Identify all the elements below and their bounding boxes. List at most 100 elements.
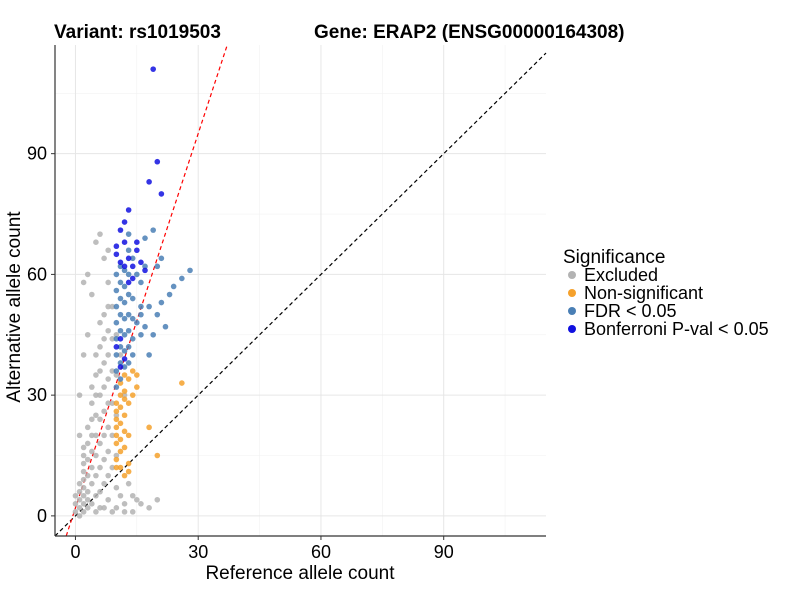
point-series-0 bbox=[146, 505, 152, 511]
point-series-1 bbox=[154, 452, 161, 459]
point-series-0 bbox=[80, 492, 87, 499]
point-series-0 bbox=[89, 416, 95, 423]
point-series-0 bbox=[113, 452, 120, 459]
point-series-1 bbox=[121, 428, 128, 435]
point-series-2 bbox=[142, 323, 148, 330]
point-series-3 bbox=[117, 259, 124, 266]
point-series-0 bbox=[105, 496, 111, 503]
points-layer bbox=[72, 66, 193, 519]
point-series-2 bbox=[142, 263, 148, 270]
x-tick-label: 90 bbox=[434, 542, 454, 562]
point-series-0 bbox=[84, 271, 91, 278]
point-series-2 bbox=[117, 279, 124, 286]
point-series-2 bbox=[134, 271, 140, 278]
point-series-2 bbox=[113, 384, 120, 390]
point-series-1 bbox=[121, 372, 128, 378]
legend: Significance ExcludedNon-significantFDR … bbox=[563, 247, 769, 339]
point-series-0 bbox=[93, 239, 99, 246]
point-series-0 bbox=[109, 464, 116, 471]
point-series-1 bbox=[117, 392, 124, 398]
point-series-2 bbox=[129, 295, 136, 302]
point-series-0 bbox=[109, 400, 116, 406]
point-series-0 bbox=[97, 440, 103, 447]
axes bbox=[54, 45, 546, 537]
point-series-0 bbox=[101, 408, 107, 415]
point-series-3 bbox=[125, 279, 132, 286]
point-series-2 bbox=[187, 267, 193, 274]
point-series-1 bbox=[117, 404, 124, 411]
point-series-0 bbox=[72, 492, 79, 499]
point-series-0 bbox=[93, 472, 99, 479]
point-series-0 bbox=[101, 505, 107, 511]
legend-swatch bbox=[568, 325, 576, 333]
point-series-1 bbox=[113, 424, 120, 431]
x-tick-label: 30 bbox=[188, 542, 208, 562]
point-series-3 bbox=[121, 356, 128, 362]
point-series-2 bbox=[129, 315, 136, 322]
point-series-0 bbox=[129, 492, 136, 499]
point-series-0 bbox=[84, 424, 91, 431]
point-series-2 bbox=[121, 331, 128, 338]
point-series-0 bbox=[97, 464, 103, 471]
legend-label: Bonferroni P-val < 0.05 bbox=[584, 319, 769, 339]
point-series-0 bbox=[93, 432, 99, 439]
point-series-0 bbox=[80, 460, 87, 467]
point-series-0 bbox=[117, 492, 124, 499]
point-series-0 bbox=[117, 352, 124, 358]
point-series-0 bbox=[97, 368, 103, 374]
point-series-1 bbox=[113, 408, 120, 415]
point-series-2 bbox=[117, 327, 124, 334]
point-series-0 bbox=[76, 432, 83, 439]
point-series-0 bbox=[105, 327, 111, 334]
point-series-2 bbox=[138, 279, 144, 286]
point-series-0 bbox=[109, 368, 116, 374]
point-series-2 bbox=[121, 299, 128, 306]
point-series-1 bbox=[117, 436, 124, 443]
reference-line-identity bbox=[54, 52, 547, 537]
point-series-2 bbox=[146, 352, 152, 358]
point-series-2 bbox=[121, 315, 128, 322]
chart-title-gene: Gene: ERAP2 (ENSG00000164308) bbox=[314, 22, 625, 43]
point-series-0 bbox=[113, 412, 120, 419]
point-series-2 bbox=[121, 283, 128, 290]
point-series-0 bbox=[125, 480, 132, 487]
point-series-0 bbox=[101, 480, 107, 487]
point-series-0 bbox=[105, 376, 111, 382]
point-series-0 bbox=[101, 311, 107, 318]
point-series-0 bbox=[105, 247, 111, 254]
point-series-2 bbox=[129, 255, 136, 262]
point-series-2 bbox=[125, 344, 132, 350]
point-series-3 bbox=[113, 243, 120, 250]
point-series-3 bbox=[117, 335, 124, 342]
point-series-3 bbox=[134, 239, 140, 246]
point-series-0 bbox=[105, 303, 111, 310]
point-series-2 bbox=[121, 348, 128, 354]
point-series-0 bbox=[105, 424, 111, 431]
legend-swatch bbox=[568, 271, 576, 279]
point-series-2 bbox=[117, 295, 124, 302]
y-tick-label: 60 bbox=[27, 264, 47, 284]
point-series-0 bbox=[89, 432, 95, 439]
point-series-0 bbox=[84, 488, 91, 495]
point-series-3 bbox=[129, 263, 136, 270]
point-series-0 bbox=[109, 432, 116, 439]
x-tick-label: 60 bbox=[311, 542, 331, 562]
point-series-0 bbox=[113, 331, 120, 338]
point-series-2 bbox=[150, 227, 156, 233]
point-series-1 bbox=[117, 464, 124, 471]
y-tick-label: 0 bbox=[37, 506, 47, 526]
point-series-0 bbox=[101, 432, 107, 439]
point-series-1 bbox=[146, 424, 152, 431]
point-series-3 bbox=[113, 344, 120, 350]
point-series-0 bbox=[84, 496, 91, 503]
point-series-0 bbox=[109, 303, 116, 310]
point-series-1 bbox=[113, 416, 120, 423]
point-series-0 bbox=[113, 372, 120, 378]
point-series-0 bbox=[72, 501, 79, 507]
point-series-0 bbox=[105, 448, 111, 455]
point-series-1 bbox=[129, 392, 136, 398]
point-series-0 bbox=[80, 352, 87, 358]
point-series-0 bbox=[72, 509, 79, 515]
point-series-0 bbox=[93, 412, 99, 419]
